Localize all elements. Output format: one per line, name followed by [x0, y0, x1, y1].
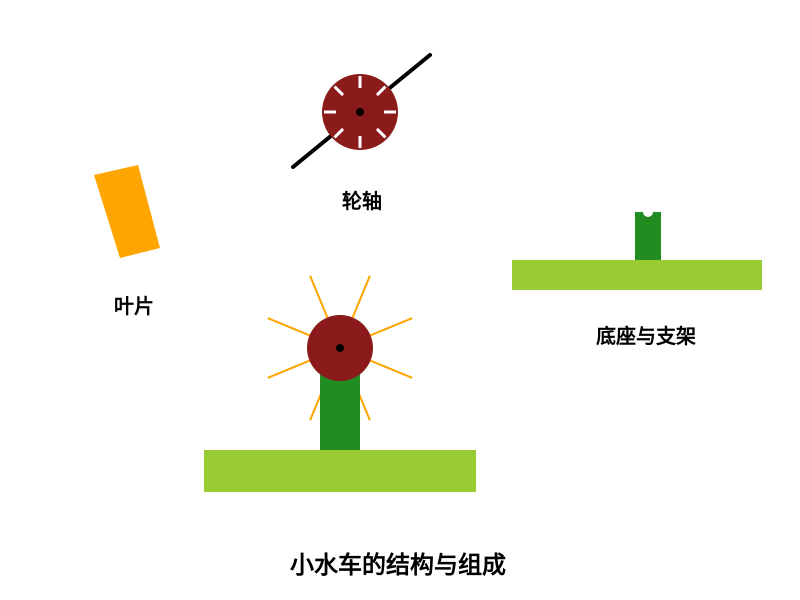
base-bracket-right: [512, 207, 762, 290]
label-axle: 轮轴: [342, 185, 382, 214]
label-base: 底座与支架: [596, 320, 696, 349]
label-blade: 叶片: [114, 290, 154, 319]
label-title: 小水车的结构与组成: [290, 545, 506, 580]
blade-shape: [94, 165, 160, 258]
waterwheel-assembly: [204, 276, 476, 492]
axle-wheel: [293, 55, 430, 167]
